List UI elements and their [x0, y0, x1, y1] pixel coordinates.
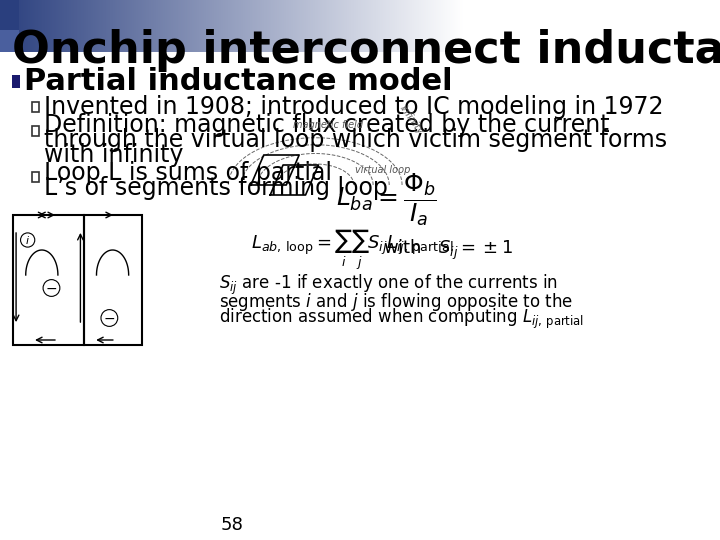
- Text: Partial inductance model: Partial inductance model: [24, 68, 453, 97]
- Text: direction assumed when computing $L_{ij,\,\mathrm{partial}}$: direction assumed when computing $L_{ij,…: [219, 307, 584, 331]
- Text: 58: 58: [220, 516, 243, 534]
- Bar: [32, 172, 39, 182]
- Text: L’s of segments forming loop: L’s of segments forming loop: [44, 176, 387, 200]
- Bar: [13, 215, 84, 345]
- Bar: [32, 126, 39, 136]
- Text: through the virtual loop which victim segment forms: through the virtual loop which victim se…: [44, 128, 667, 152]
- Bar: [84, 215, 142, 345]
- Text: magnetic field: magnetic field: [293, 120, 363, 130]
- Text: with infinity: with infinity: [44, 143, 184, 167]
- Text: $S_{ij}$ are -1 if exactly one of the currents in: $S_{ij}$ are -1 if exactly one of the cu…: [219, 273, 558, 297]
- Bar: [0, 30, 19, 52]
- Text: Onchip interconnect inductance: Onchip interconnect inductance: [12, 29, 720, 71]
- Text: Definition: magnetic flux created by the current: Definition: magnetic flux created by the…: [44, 113, 609, 137]
- Text: $i$: $i$: [25, 234, 30, 246]
- Text: Invented in 1908; introduced to IC modeling in 1972: Invented in 1908; introduced to IC model…: [44, 95, 663, 119]
- Text: $L_{ba} = \dfrac{\Phi_b}{I_a}$: $L_{ba} = \dfrac{\Phi_b}{I_a}$: [336, 172, 436, 228]
- Text: $L_{ab,\,\mathrm{loop}} = \sum_i \sum_j S_{ij} L_{ij,\,\mathrm{partial}}$: $L_{ab,\,\mathrm{loop}} = \sum_i \sum_j …: [251, 228, 454, 272]
- Text: Loop L is sums of partial: Loop L is sums of partial: [44, 161, 332, 185]
- Text: virtual loop: virtual loop: [355, 165, 410, 175]
- Text: infinity: infinity: [398, 104, 426, 137]
- Text: $-$: $-$: [45, 281, 58, 295]
- Bar: [12, 75, 20, 88]
- Bar: [32, 102, 39, 112]
- Bar: [0, 0, 19, 30]
- Text: with   $S_{ij} = \pm 1$: with $S_{ij} = \pm 1$: [383, 238, 513, 262]
- Text: segments $i$ and $j$ is flowing opposite to the: segments $i$ and $j$ is flowing opposite…: [219, 291, 573, 313]
- Text: $-$: $-$: [103, 311, 115, 325]
